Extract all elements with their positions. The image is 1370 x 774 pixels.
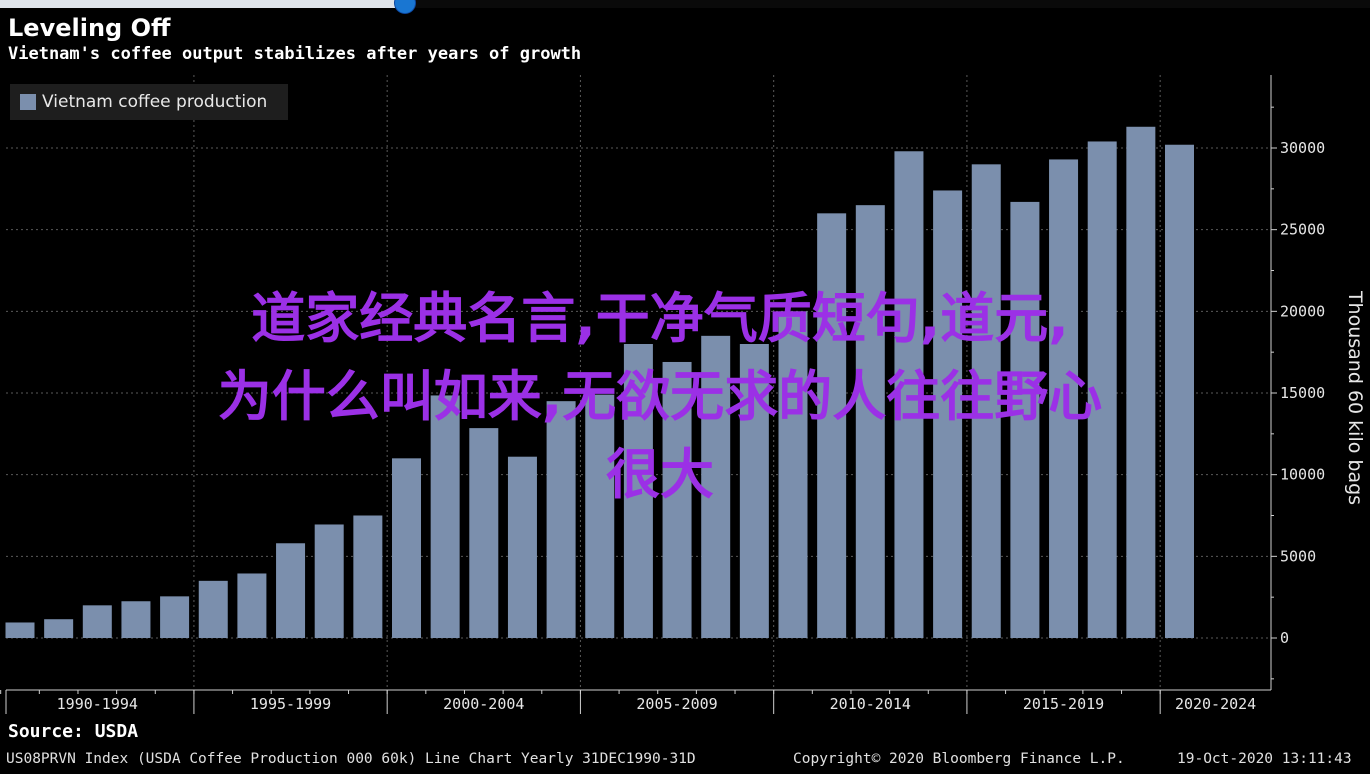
bar <box>894 151 924 638</box>
bar <box>1165 144 1194 638</box>
bar <box>701 335 731 638</box>
bar <box>430 395 460 638</box>
bar <box>585 394 615 638</box>
chart-subtitle: Vietnam's coffee output stabilizes after… <box>8 44 582 64</box>
y-tick-label: 0 <box>1280 629 1289 647</box>
x-group-label: 2015-2019 <box>1023 695 1104 713</box>
footer-index: US08PRVN Index (USDA Coffee Production 0… <box>6 751 696 767</box>
y-tick-label: 10000 <box>1280 466 1325 484</box>
x-group-label: 1995-1999 <box>250 695 331 713</box>
bar <box>314 524 344 638</box>
bar <box>739 344 769 638</box>
bar <box>1126 126 1156 639</box>
y-tick-label: 20000 <box>1280 302 1325 320</box>
bar <box>933 190 963 638</box>
bar <box>817 213 847 639</box>
bar <box>623 344 653 638</box>
bar <box>855 205 885 638</box>
y-tick-label: 5000 <box>1280 547 1316 565</box>
bar <box>1010 201 1040 638</box>
bar <box>160 596 190 638</box>
top-strip <box>0 0 1370 14</box>
bar <box>971 164 1001 639</box>
x-group-label: 2005-2009 <box>636 695 717 713</box>
bar <box>469 428 499 638</box>
bar <box>1049 159 1079 638</box>
y-tick-label: 25000 <box>1280 221 1325 239</box>
overlay-line-3: 很大 <box>606 443 714 506</box>
bar <box>778 311 808 638</box>
bar <box>353 515 383 638</box>
bar <box>546 401 576 638</box>
bar <box>392 458 421 638</box>
overlay-line-2: 为什么叫如来,无欲无求的人往往野心 <box>217 365 1103 428</box>
source-label: Source: USDA <box>8 721 139 742</box>
bar <box>1087 141 1117 638</box>
y-tick-label: 15000 <box>1280 384 1325 402</box>
bar <box>237 573 267 638</box>
bar <box>198 580 228 638</box>
bar <box>507 456 537 638</box>
timeline-ruler <box>0 0 395 8</box>
overlay-line-1: 道家经典名言,干净气质短句,道元, <box>251 287 1069 350</box>
footer-copyright: Copyright© 2020 Bloomberg Finance L.P. <box>793 751 1125 767</box>
y-tick-label: 30000 <box>1280 139 1325 157</box>
bar <box>662 361 692 638</box>
footer-timestamp: 19-Oct-2020 13:11:43 <box>1177 751 1352 767</box>
y-axis-label: Thousand 60 kilo bags <box>1344 290 1366 505</box>
x-group-label: 2020-2024 <box>1175 695 1256 713</box>
bar <box>276 543 306 638</box>
bar <box>5 622 35 638</box>
legend-swatch <box>20 94 36 110</box>
footer: US08PRVN Index (USDA Coffee Production 0… <box>0 748 1370 774</box>
bar <box>121 601 151 638</box>
chart-title: Leveling Off <box>8 14 171 42</box>
bar <box>82 605 112 638</box>
bar <box>44 619 74 638</box>
legend: Vietnam coffee production <box>10 84 288 120</box>
overlay-text: 道家经典名言,干净气质短句,道元, 为什么叫如来,无欲无求的人往往野心 很大 <box>30 280 1290 514</box>
x-group-label: 1990-1994 <box>57 695 138 713</box>
x-group-label: 2000-2004 <box>443 695 524 713</box>
x-group-label: 2010-2014 <box>830 695 911 713</box>
legend-label: Vietnam coffee production <box>42 92 268 112</box>
